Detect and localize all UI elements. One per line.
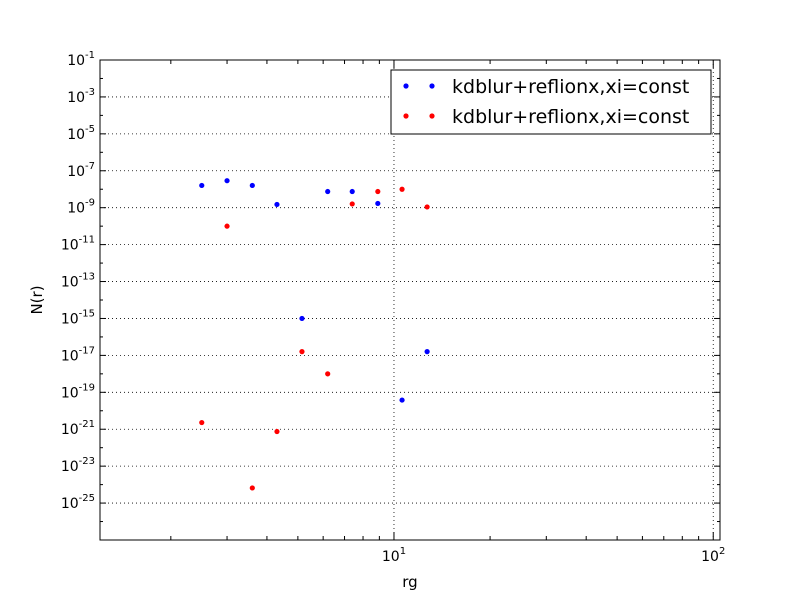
data-point-series-2 (224, 223, 230, 229)
y-tick-label: 10-11 (61, 235, 95, 254)
data-point-series-2 (299, 349, 305, 355)
data-point-series-2 (375, 188, 381, 195)
data-point-series-1 (375, 200, 381, 207)
y-tick-label: 10-3 (67, 87, 95, 106)
data-point-series-1 (399, 397, 405, 403)
x-tick-labels: 101 102 (382, 546, 725, 565)
data-point-series-1 (274, 201, 280, 208)
data-point-series-1 (424, 349, 430, 355)
y-tick-label: 10-19 (61, 382, 95, 401)
data-point-series-2 (249, 485, 255, 491)
legend-marker (429, 83, 435, 89)
y-tick-label: 10-13 (61, 272, 95, 291)
data-point-series-1 (299, 315, 305, 322)
y-tick-label: 10-1 (67, 50, 95, 69)
legend-marker (403, 113, 409, 119)
y-tick-label: 10-17 (61, 345, 95, 364)
data-point-series-1 (325, 188, 331, 195)
data-point-series-2 (399, 186, 405, 192)
x-tick-label: 102 (701, 546, 725, 565)
y-tick-label: 10-9 (67, 198, 95, 217)
y-tick-label: 10-25 (61, 493, 95, 512)
legend-label: kdblur+reflionx,xi=const (452, 76, 689, 98)
y-tick-label: 10-23 (61, 456, 95, 475)
x-axis-label: rg (402, 573, 417, 591)
ticks (100, 59, 720, 540)
y-tick-labels: 10-1 10-3 10-5 10-7 10-9 10-11 10-13 10-15 10-17… (61, 50, 95, 512)
y-axis-label: N(r) (28, 285, 46, 314)
legend-marker (429, 113, 435, 119)
data-point-series-2 (199, 419, 205, 426)
legend-label: kdblur+reflionx,xi=const (452, 106, 689, 128)
x-tick-label: 101 (382, 546, 406, 565)
y-tick-label: 10-5 (67, 124, 95, 143)
data-point-series-1 (349, 188, 355, 195)
data-point-series-2 (349, 201, 355, 207)
data-point-series-2 (274, 428, 280, 435)
legend: kdblur+reflionx,xi=const kdblur+reflionx,… (390, 69, 712, 135)
data-point-series-1 (249, 182, 255, 189)
y-tick-label: 10-7 (67, 161, 95, 180)
data-point-series-2 (424, 204, 430, 210)
data-point-series-1 (224, 178, 230, 184)
y-tick-label: 10-21 (61, 419, 95, 438)
y-tick-label: 10-15 (61, 308, 95, 327)
data-points (199, 178, 430, 491)
legend-marker (403, 83, 409, 89)
data-point-series-1 (199, 182, 205, 189)
data-point-series-2 (325, 371, 331, 377)
legend-box (390, 69, 712, 135)
